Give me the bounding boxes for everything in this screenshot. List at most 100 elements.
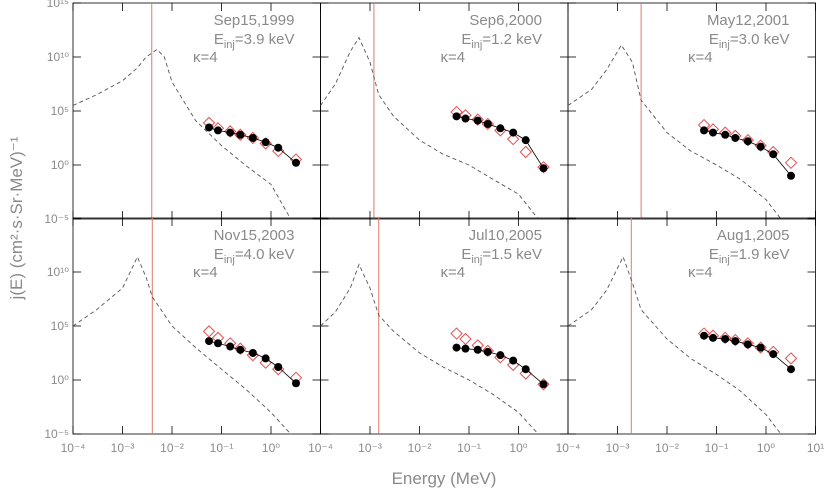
- panel-title: Sep15,1999: [214, 12, 295, 29]
- data-point: [224, 125, 237, 138]
- y-tick-label: 10⁻⁵: [44, 212, 69, 226]
- data-point: [509, 128, 518, 137]
- model-curve: [320, 263, 539, 434]
- data-point: [473, 345, 482, 354]
- annotation: Einj=3.0 keV: [709, 31, 790, 51]
- data-point: [459, 332, 472, 346]
- y-axis-label: j(E) (cm²·s·Sr·MeV)⁻¹: [7, 136, 26, 300]
- data-point: [236, 130, 245, 139]
- data-point: [452, 112, 461, 121]
- x-tick-label: 10⁻²: [655, 441, 679, 455]
- y-tick-label: 10¹⁰: [47, 265, 69, 279]
- annotation: Einj=1.2 keV: [461, 31, 542, 51]
- x-tick-label: 10⁻²: [408, 441, 432, 455]
- y-tick-label: 10⁰: [51, 158, 69, 172]
- data-point: [539, 164, 548, 173]
- annotation: Einj=1.5 keV: [461, 246, 542, 266]
- annotation: Einj=3.9 keV: [214, 31, 295, 51]
- data-point: [537, 160, 550, 174]
- data-point: [519, 145, 532, 159]
- fit-line: [456, 115, 544, 169]
- data-point: [754, 139, 767, 152]
- plot-area: [568, 44, 798, 219]
- panel-title: Sep6,2000: [469, 12, 542, 29]
- data-point: [721, 130, 730, 139]
- data-point: [521, 365, 530, 374]
- data-point: [461, 344, 470, 353]
- x-tick-label: 10⁻⁴: [61, 441, 86, 455]
- x-tick-label: 10⁻¹: [705, 441, 729, 455]
- x-tick-label: 10⁻²: [160, 441, 184, 455]
- data-point: [731, 133, 740, 142]
- x-tick-label: 10¹: [807, 441, 824, 455]
- data-point: [202, 325, 216, 338]
- data-point: [461, 114, 470, 123]
- data-point: [450, 327, 463, 340]
- fit-line: [208, 340, 297, 384]
- data-point: [506, 132, 520, 146]
- data-point: [729, 333, 742, 347]
- data-point: [756, 142, 765, 151]
- data-point: [709, 128, 718, 137]
- data-point: [709, 333, 718, 342]
- data-point: [214, 339, 223, 348]
- data-point: [731, 337, 740, 346]
- y-tick-label: 10⁵: [51, 319, 69, 333]
- plot-area: [73, 48, 303, 219]
- data-point: [539, 380, 548, 389]
- plot-area: [320, 263, 550, 434]
- data-point: [721, 334, 730, 343]
- panel-title: Aug1,2005: [717, 227, 790, 244]
- annotation: Einj=1.9 keV: [709, 246, 790, 266]
- data-point: [246, 131, 260, 145]
- x-tick-label: 10⁻³: [606, 441, 630, 455]
- data-point: [743, 340, 752, 349]
- data-point: [481, 344, 495, 358]
- x-tick-label: 10⁰: [262, 441, 280, 455]
- panel: 10⁻⁵ 10⁰ 10⁵ 10¹⁰ 10¹⁵ Sep15,1999 Einj=3.9 keV…: [44, 0, 321, 226]
- data-point: [261, 138, 270, 147]
- annotation: κ=4: [193, 49, 218, 66]
- annotation: κ=4: [193, 264, 218, 281]
- data-point: [741, 337, 755, 350]
- panel: 10⁻⁴ 10⁻³ 10⁻² 10⁻¹ 10⁰ Jul10,2005 Einj=1.5 ke…: [308, 217, 569, 455]
- data-point: [473, 116, 482, 125]
- model-curve: [568, 44, 782, 219]
- panel-title: Nov15,2003: [214, 227, 295, 244]
- panel: 10⁻⁴ 10⁻³ 10⁻² 10⁻¹ 10⁰ 10⁻⁵ 10⁰ 10⁵ 10¹⁰ Nov15,2…: [44, 217, 321, 455]
- data-point: [274, 143, 283, 152]
- data-point: [248, 133, 257, 142]
- x-tick-label: 10⁻⁴: [308, 441, 333, 455]
- data-point: [481, 117, 495, 131]
- x-tick-label: 10⁻¹: [457, 441, 481, 455]
- model-curve: [73, 255, 292, 434]
- x-tick-label: 10⁰: [509, 441, 527, 455]
- data-point: [496, 351, 505, 360]
- panel-title: May12,2001: [707, 12, 790, 29]
- data-point: [784, 352, 798, 365]
- y-tick-label: 10⁵: [51, 104, 69, 118]
- data-point: [248, 348, 257, 357]
- data-point: [471, 113, 484, 126]
- data-point: [787, 171, 796, 180]
- x-tick-label: 10⁻⁴: [556, 441, 581, 455]
- plot-area: [73, 255, 303, 434]
- x-tick-label: 10⁻³: [111, 441, 135, 455]
- data-point: [537, 378, 550, 391]
- data-point: [234, 128, 247, 141]
- data-point: [292, 158, 301, 167]
- x-tick-label: 10⁰: [757, 441, 775, 455]
- data-point: [741, 133, 755, 147]
- data-point: [700, 331, 709, 340]
- data-point: [452, 343, 461, 352]
- x-tick-label: 10⁻¹: [210, 441, 234, 455]
- model-curve: [73, 48, 292, 219]
- annotation: κ=4: [688, 49, 713, 66]
- y-tick-label: 10¹⁰: [47, 50, 69, 64]
- data-point: [214, 126, 223, 135]
- x-axis-label: Energy (MeV): [392, 469, 497, 488]
- data-point: [234, 342, 247, 355]
- data-point: [483, 347, 492, 356]
